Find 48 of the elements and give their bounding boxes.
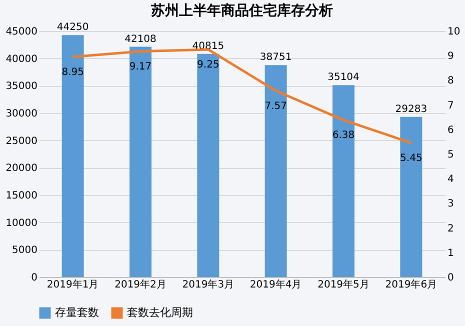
data-label: 7.57 — [264, 100, 287, 112]
legend-label: 套数去化周期 — [127, 306, 193, 319]
y2-tick-label: 5 — [448, 150, 454, 160]
bar — [197, 54, 220, 277]
y2-tick-label: 1 — [448, 248, 454, 259]
data-label: 44250 — [56, 22, 89, 34]
y2-tick-label: 2 — [448, 223, 454, 234]
y2-tick-label: 3 — [448, 198, 454, 210]
data-label: 5.45 — [400, 152, 422, 164]
x-tick-label: 2019年3月 — [182, 278, 234, 290]
legend-label: 存量套数 — [55, 306, 99, 319]
chart-title: 苏州上半年商品住宅库存分析 — [150, 2, 333, 20]
y2-tick-label: 0 — [448, 272, 454, 284]
y2-tick-label: 9 — [448, 51, 454, 62]
data-label: 9.17 — [129, 61, 152, 72]
data-label: 40815 — [192, 40, 224, 52]
x-tick-label: 2019年1月 — [46, 278, 99, 290]
bar — [400, 116, 422, 277]
y2-tick-label: 7 — [448, 100, 454, 112]
y-tick-label: 30000 — [6, 108, 38, 120]
data-label: 6.38 — [332, 130, 355, 142]
bar — [62, 35, 84, 277]
x-tick-label: 2019年4月 — [250, 278, 302, 290]
data-label: 38751 — [260, 52, 292, 64]
y-tick-label: 40000 — [6, 54, 38, 65]
y-tick-label: 20000 — [6, 163, 38, 174]
y2-tick-label: 10 — [448, 26, 460, 38]
x-tick-label: 2019年2月 — [114, 278, 166, 290]
bar — [332, 85, 354, 277]
y-tick-label: 35000 — [6, 81, 38, 92]
y-tick-label: 25000 — [6, 136, 38, 147]
x-tick-label: 2019年6月 — [385, 278, 438, 290]
data-label: 8.95 — [62, 66, 84, 78]
y-tick-label: 0 — [31, 272, 38, 284]
bar — [264, 65, 287, 277]
bar — [130, 46, 152, 277]
y-tick-label: 45000 — [6, 26, 38, 38]
y-tick-label: 10000 — [6, 218, 38, 229]
y2-tick-label: 8 — [448, 76, 454, 87]
y2-tick-label: 4 — [448, 174, 454, 186]
data-label: 42108 — [124, 34, 156, 45]
x-tick-label: 2019年5月 — [318, 278, 370, 290]
data-label: 9.25 — [197, 59, 220, 70]
y2-tick-label: 6 — [448, 124, 454, 136]
data-label: 29283 — [395, 104, 428, 115]
y-tick-label: 5000 — [12, 245, 38, 256]
data-label: 35104 — [328, 72, 360, 84]
y-tick-label: 15000 — [6, 190, 38, 202]
